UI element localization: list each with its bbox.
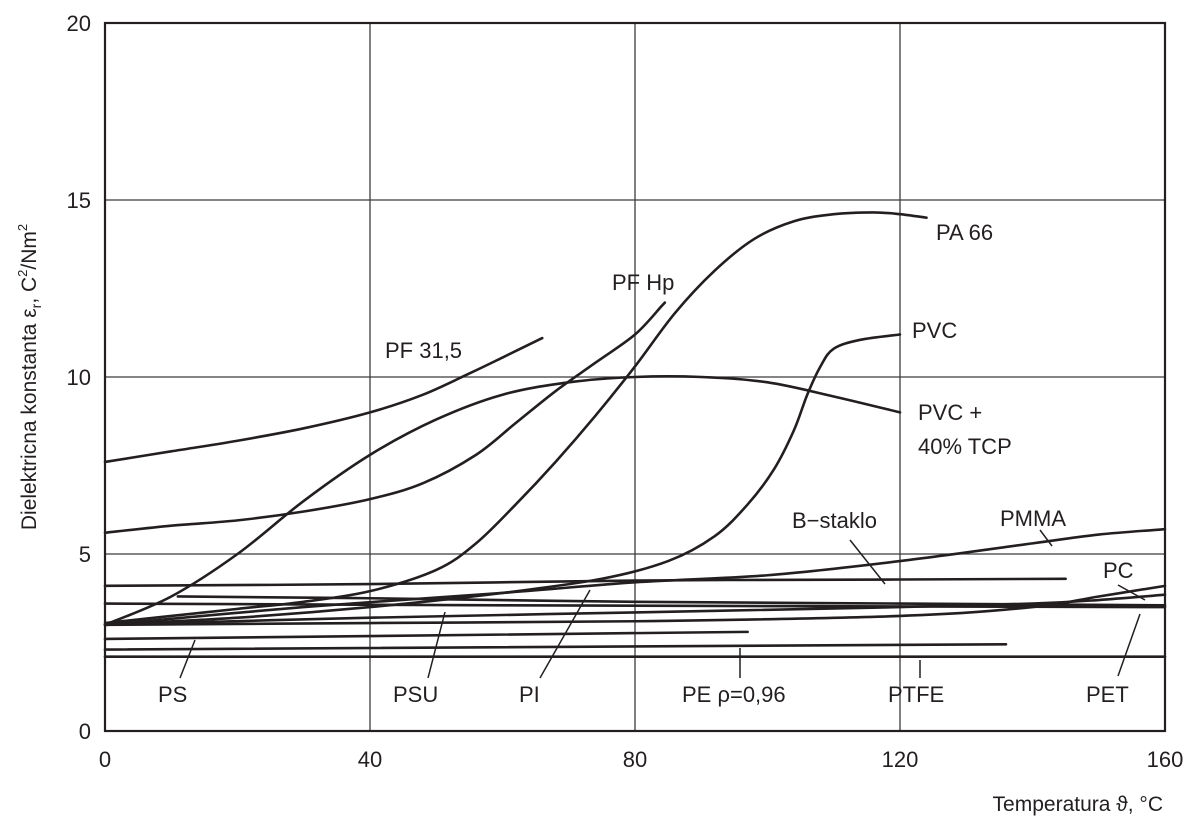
label-leader-line: [849, 539, 886, 585]
tick-labels: 0 40 80 120 160 0 5 10 15 20: [67, 11, 1184, 772]
x-tick-label: 80: [623, 747, 647, 772]
series-line: [103, 593, 1167, 627]
series-label: PF 31,5: [385, 338, 462, 363]
y-tick-label: 0: [79, 719, 91, 744]
label-leader-line: [427, 611, 446, 679]
series-label: PET: [1086, 682, 1129, 707]
series-line: [103, 333, 902, 627]
series-label: PI: [519, 682, 540, 707]
series-label: PTFE: [888, 682, 944, 707]
series-label: B−staklo: [792, 508, 877, 533]
label-leader-line: [179, 639, 196, 679]
series-label: PC: [1103, 558, 1134, 583]
series-label: PVC: [912, 318, 957, 343]
x-axis-title: Temperatura ϑ, °C: [993, 793, 1163, 816]
series-label: PF Hp: [612, 270, 674, 295]
series-line: [103, 577, 1067, 588]
series-label: PA 66: [936, 220, 993, 245]
y-tick-label: 15: [67, 188, 91, 213]
x-tick-label: 0: [99, 747, 111, 772]
series-label: PVC +40% TCP: [918, 400, 1012, 459]
series-label: PMMA: [1000, 506, 1066, 531]
label-leader-line: [1117, 613, 1141, 677]
series-line: [103, 336, 544, 464]
label-leaders: [179, 529, 1146, 679]
y-tick-label: 10: [67, 365, 91, 390]
x-tick-label: 120: [882, 747, 919, 772]
label-leader-line: [1039, 529, 1053, 547]
series-line: [103, 375, 902, 627]
label-leader-line: [1117, 584, 1146, 601]
series-line: [103, 301, 667, 535]
series-line: [103, 630, 749, 641]
plot-frame: [103, 21, 1167, 733]
y-tick-label: 20: [67, 11, 91, 36]
series-lines: [103, 211, 1167, 658]
series-line: [103, 211, 928, 625]
y-tick-label: 5: [79, 542, 91, 567]
series-line: [103, 602, 1167, 609]
series-label: PSU: [393, 682, 438, 707]
x-tick-label: 160: [1147, 747, 1184, 772]
series-line: [103, 527, 1167, 627]
series-label: PS: [158, 682, 187, 707]
series-line: [176, 595, 1167, 607]
series-line: [103, 642, 1008, 651]
label-leader-line: [539, 589, 591, 679]
x-tick-label: 40: [358, 747, 382, 772]
series-label: PE ρ=0,96: [682, 682, 786, 707]
y-axis-title: Dielektricna konstanta εr, C2/Nm2: [15, 224, 44, 530]
series-labels: PF 31,5 PF Hp PA 66 PVC PVC +40% TCP B−staklo…: [158, 220, 1134, 707]
